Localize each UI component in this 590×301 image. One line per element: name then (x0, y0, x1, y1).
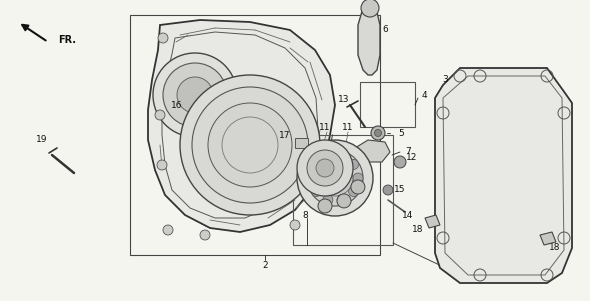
Circle shape (394, 156, 406, 168)
Text: 11: 11 (342, 123, 354, 132)
Text: 4: 4 (422, 91, 428, 100)
Polygon shape (295, 138, 308, 148)
Text: 9: 9 (335, 188, 341, 197)
Circle shape (323, 195, 333, 205)
Text: 21: 21 (312, 200, 324, 209)
Text: 7: 7 (405, 147, 411, 157)
Circle shape (307, 173, 317, 183)
Polygon shape (148, 20, 335, 232)
Circle shape (371, 126, 385, 140)
Text: 8: 8 (302, 210, 308, 219)
Text: 16: 16 (171, 101, 183, 110)
Polygon shape (355, 140, 390, 162)
Polygon shape (435, 68, 572, 283)
Circle shape (312, 160, 322, 169)
Text: 11: 11 (319, 123, 331, 132)
Polygon shape (540, 232, 556, 245)
Circle shape (155, 110, 165, 120)
Circle shape (316, 159, 334, 177)
Bar (293, 135, 393, 245)
Circle shape (337, 151, 347, 161)
Text: 10: 10 (299, 170, 311, 179)
Circle shape (317, 160, 353, 196)
Circle shape (307, 150, 363, 206)
Polygon shape (358, 5, 380, 75)
Text: FR.: FR. (58, 35, 76, 45)
Circle shape (153, 53, 237, 137)
Circle shape (312, 187, 322, 197)
Circle shape (375, 129, 382, 136)
Circle shape (349, 187, 359, 197)
Circle shape (307, 150, 343, 186)
Text: 18: 18 (412, 225, 424, 234)
Circle shape (177, 77, 213, 113)
Circle shape (157, 160, 167, 170)
Text: 2: 2 (262, 260, 268, 269)
Text: 18: 18 (549, 244, 560, 253)
Text: 11: 11 (299, 188, 311, 197)
Circle shape (297, 140, 373, 216)
Circle shape (158, 33, 168, 43)
Text: 20: 20 (355, 194, 366, 203)
Text: 13: 13 (338, 95, 350, 104)
Circle shape (349, 160, 359, 169)
Circle shape (290, 220, 300, 230)
Text: 3: 3 (442, 76, 448, 85)
Text: 15: 15 (394, 185, 406, 194)
Bar (360, 82, 415, 127)
Text: 5: 5 (398, 129, 404, 138)
Text: 14: 14 (402, 210, 414, 219)
Circle shape (361, 0, 379, 17)
Text: 17: 17 (278, 132, 290, 141)
Circle shape (192, 87, 308, 203)
Text: 12: 12 (407, 154, 418, 163)
Circle shape (351, 180, 365, 194)
Circle shape (208, 103, 292, 187)
Text: 9: 9 (342, 170, 348, 179)
Circle shape (337, 195, 347, 205)
Polygon shape (425, 215, 440, 228)
Bar (130, 15, 380, 255)
Circle shape (163, 225, 173, 235)
Text: 19: 19 (36, 135, 48, 144)
Text: 6: 6 (382, 26, 388, 35)
Circle shape (318, 165, 328, 175)
Circle shape (318, 199, 332, 213)
Circle shape (180, 75, 320, 215)
Circle shape (323, 151, 333, 161)
Circle shape (383, 185, 393, 195)
Circle shape (337, 194, 351, 208)
Circle shape (353, 173, 363, 183)
Circle shape (200, 230, 210, 240)
Text: 9: 9 (322, 203, 328, 213)
Circle shape (297, 140, 353, 196)
Circle shape (163, 63, 227, 127)
